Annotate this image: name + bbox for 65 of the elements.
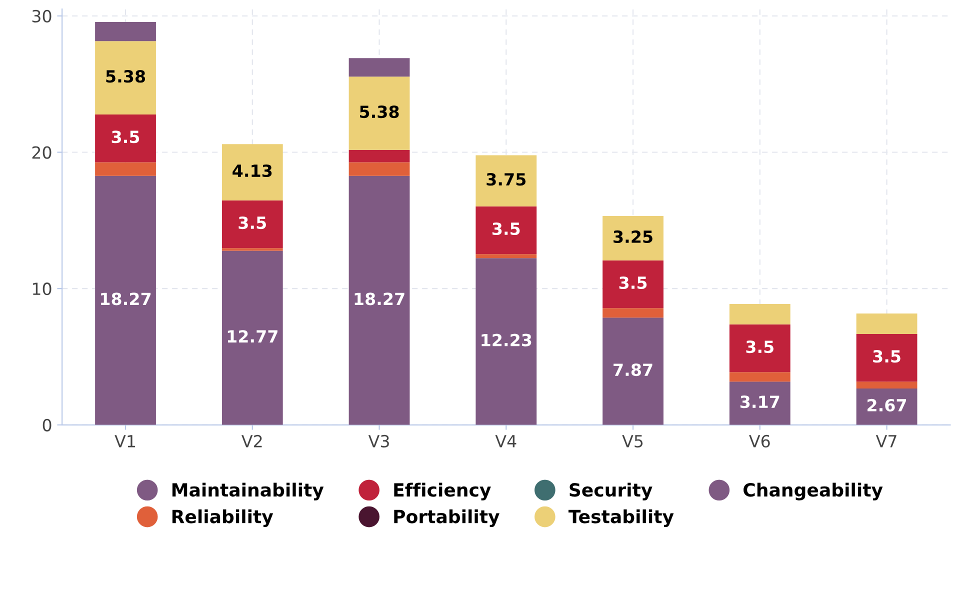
bar xyxy=(476,155,537,206)
y-tick-label: 20 xyxy=(32,146,52,159)
y-tick-label: 10 xyxy=(32,282,52,296)
legend-label: Maintainability xyxy=(172,482,324,500)
data-label: 5.38 xyxy=(360,105,399,118)
data-label: 12.77 xyxy=(228,330,278,342)
bar xyxy=(729,372,790,382)
bar xyxy=(856,314,918,334)
data-label: 18.27 xyxy=(354,292,404,306)
data-label: 18.27 xyxy=(101,292,151,306)
bar xyxy=(602,318,664,425)
x-tick-label: V5 xyxy=(622,435,643,448)
bar xyxy=(602,216,664,260)
bar xyxy=(222,250,283,425)
x-tick-label: V2 xyxy=(242,434,262,448)
bar xyxy=(222,144,283,200)
data-label: 3.5 xyxy=(619,276,647,290)
legend-label: Changeability xyxy=(744,482,883,500)
bar xyxy=(95,114,156,162)
data-label: 3.17 xyxy=(740,396,780,408)
bar xyxy=(729,304,790,324)
bar xyxy=(348,76,410,150)
x-tick-label: V7 xyxy=(876,435,896,448)
bar xyxy=(476,258,537,425)
data-label: 3.5 xyxy=(492,222,520,236)
bar xyxy=(729,382,790,425)
data-label: 3.5 xyxy=(112,130,140,144)
x-tick-label: V4 xyxy=(495,435,516,448)
bar xyxy=(476,206,537,254)
bar xyxy=(222,248,283,251)
data-label: 2.67 xyxy=(868,398,906,412)
bar xyxy=(602,260,664,308)
data-label: 3.5 xyxy=(873,350,900,363)
bar xyxy=(729,324,790,372)
bar xyxy=(348,150,410,162)
legend-label: Efficiency xyxy=(394,482,491,500)
legend-label: Portability xyxy=(394,509,500,527)
bar xyxy=(222,200,283,248)
bar xyxy=(476,254,537,258)
data-label: 3.75 xyxy=(486,173,526,186)
bar xyxy=(602,308,664,318)
bar xyxy=(348,58,410,77)
data-label: 3.5 xyxy=(746,340,774,354)
bar xyxy=(348,162,410,176)
y-tick-label: 30 xyxy=(32,10,52,22)
data-label: 3.5 xyxy=(238,216,266,230)
bar xyxy=(856,334,918,382)
legend-label: Security xyxy=(570,482,652,500)
data-label: 7.87 xyxy=(614,363,652,376)
x-tick-label: V6 xyxy=(749,434,770,448)
data-label: 5.38 xyxy=(106,70,146,83)
data-label: 3.25 xyxy=(614,230,652,244)
data-label: 4.13 xyxy=(232,164,272,178)
bar xyxy=(95,176,156,425)
x-tick-label: V1 xyxy=(114,435,135,448)
bar xyxy=(856,382,918,388)
bar xyxy=(95,162,156,176)
legend-label: Testability xyxy=(568,509,674,527)
x-tick-label: V3 xyxy=(368,434,389,448)
bar xyxy=(95,41,156,114)
y-tick-label: 0 xyxy=(42,418,52,432)
bar xyxy=(95,22,156,42)
legend-label: Reliability xyxy=(172,509,274,527)
data-label: 12.23 xyxy=(482,334,532,346)
bar xyxy=(348,176,410,425)
